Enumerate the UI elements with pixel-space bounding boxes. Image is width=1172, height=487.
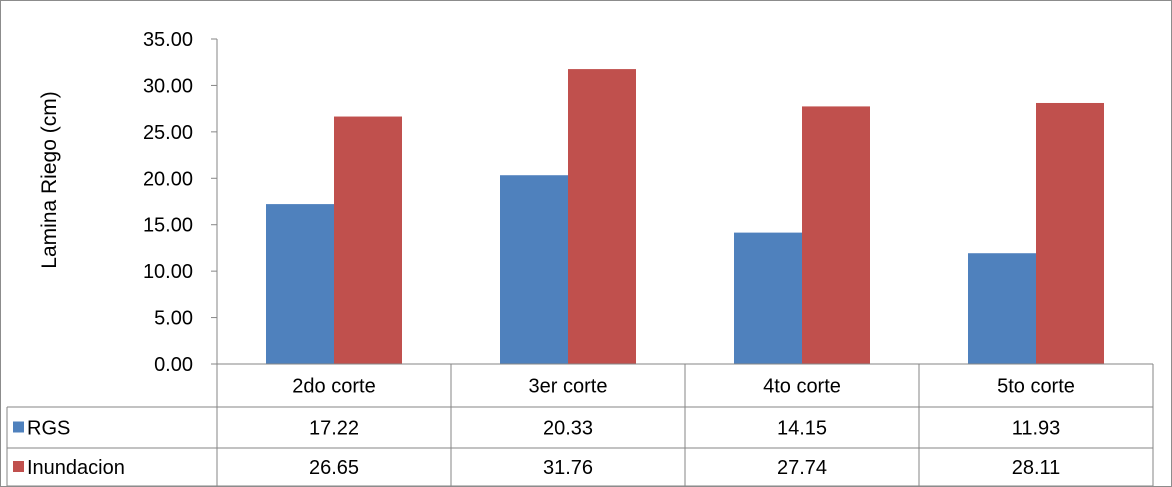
y-tick-label: 5.00: [154, 308, 193, 330]
bar-rgs-1: [266, 204, 334, 364]
bar-rgs-3: [734, 232, 802, 364]
legend-label-rgs: RGS: [27, 418, 70, 440]
y-tick-label: 10.00: [143, 261, 193, 283]
bars-layer: [266, 69, 1104, 365]
data-label-inundacion: 26.65: [309, 457, 359, 479]
y-tick-label: 35.00: [143, 29, 193, 51]
bar-inundacion-1: [334, 116, 402, 365]
data-label-rgs: 20.33: [543, 418, 593, 440]
y-axis-label: Lamina Riego (cm): [38, 91, 61, 268]
axes-layer: 0.00 5.00 10.00 15.00 20.00 25.00 30.00 35.00: [143, 29, 218, 376]
bar-inundacion-4: [1036, 102, 1104, 364]
bar-rgs-4: [968, 253, 1036, 364]
data-label-inundacion: 28.11: [1012, 457, 1061, 479]
data-label-rgs: 14.15: [777, 418, 827, 440]
bar-rgs-2: [500, 175, 568, 364]
x-category-label: 4to corte: [763, 376, 841, 398]
bar-inundacion-2: [568, 69, 636, 364]
x-category-label: 3er corte: [529, 376, 608, 398]
y-tick-label: 30.00: [143, 75, 193, 97]
y-tick-label: 20.00: [143, 168, 193, 190]
y-tick-label: 15.00: [143, 215, 193, 237]
y-tick-label: 25.00: [143, 122, 193, 144]
legend-key-inundacion: [13, 461, 24, 472]
data-label-inundacion: 31.76: [543, 457, 593, 479]
data-table: 2do corte 3er corte 4to corte 5to corte RGS 1…: [6, 363, 1154, 486]
data-label-rgs: 17.22: [309, 418, 359, 440]
y-tick-label: 0.00: [154, 354, 193, 376]
legend-key-rgs: [13, 421, 24, 433]
bar-inundacion-3: [802, 106, 870, 365]
data-label-inundacion: 27.74: [777, 457, 827, 479]
x-category-label: 2do corte: [292, 376, 375, 398]
x-category-label: 5to corte: [997, 376, 1075, 398]
legend-label-inundacion: Inundacion: [27, 457, 125, 479]
data-label-rgs: 11.93: [1012, 418, 1061, 440]
